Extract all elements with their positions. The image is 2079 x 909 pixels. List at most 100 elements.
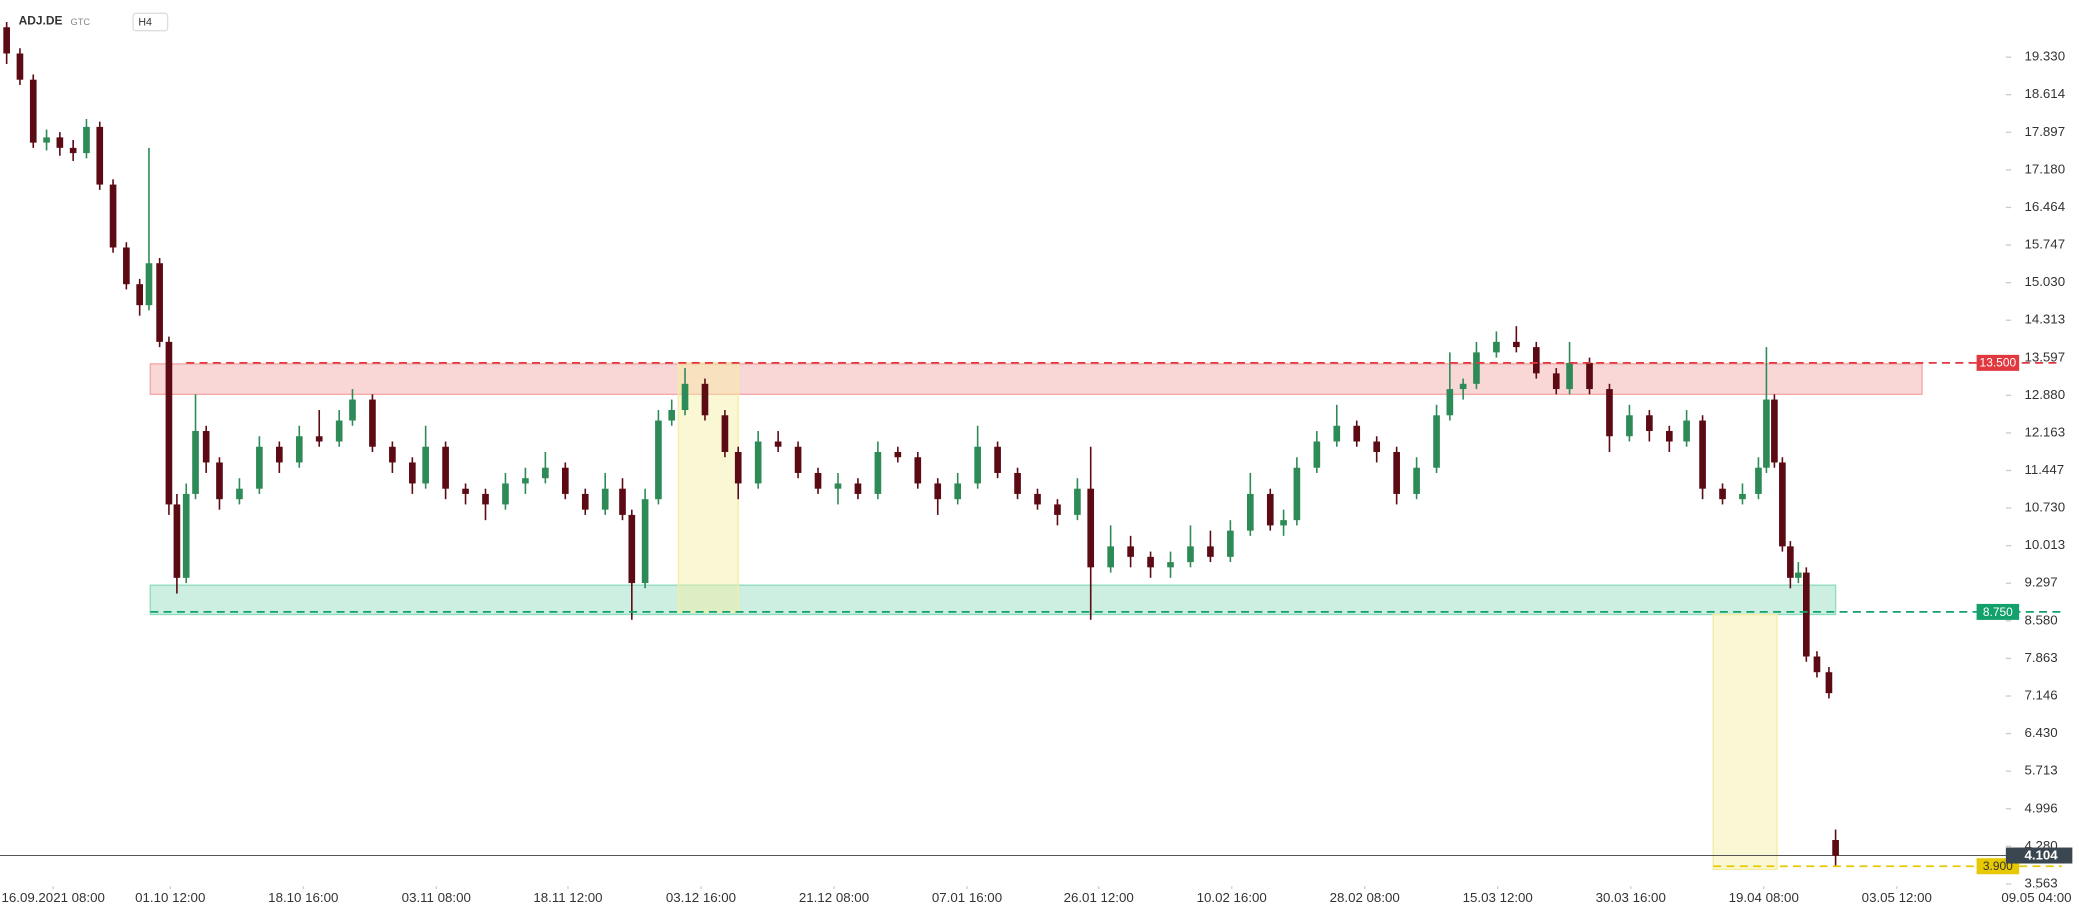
candle-body <box>83 126 90 154</box>
x-tick-label: 01.10 12:00 <box>135 890 205 905</box>
candle-body <box>1446 389 1454 416</box>
y-tick-label: 6.430 <box>2024 725 2057 740</box>
candle-body <box>1739 493 1746 500</box>
zone <box>1712 613 1778 871</box>
y-tick-label: 5.713 <box>2024 763 2057 778</box>
candle-body <box>335 420 343 442</box>
y-tick-label: 18.614 <box>2024 86 2065 101</box>
candle-body <box>16 53 24 80</box>
x-tick-label: 18.10 16:00 <box>268 890 338 905</box>
timeframe-box[interactable] <box>132 12 169 32</box>
candle-body <box>276 446 283 463</box>
last-price-label: 4.104 <box>2024 848 2058 863</box>
candle-body <box>3 27 10 54</box>
candle-body <box>1087 488 1095 568</box>
candle-body <box>1034 493 1041 505</box>
y-tick-label: 10.730 <box>2024 500 2065 515</box>
candle-body <box>774 441 782 447</box>
y-tick-label: 12.880 <box>2024 387 2065 402</box>
candle-body <box>1771 399 1778 463</box>
x-tick-label: 03.05 12:00 <box>1862 890 1932 905</box>
candle-body <box>422 446 429 484</box>
y-tick-label: 17.180 <box>2024 161 2065 176</box>
level-label: 3.900 <box>1983 859 2013 873</box>
candle-body <box>1513 341 1520 348</box>
candle-body <box>173 504 181 578</box>
candle-body <box>628 514 636 584</box>
candle-body <box>681 383 689 411</box>
candle-body <box>1473 352 1480 384</box>
candle-body <box>914 457 922 484</box>
candle-body <box>1373 441 1381 452</box>
candle-body <box>1293 467 1301 521</box>
candle-body <box>462 488 469 494</box>
zone <box>149 363 1923 395</box>
candle-body <box>482 493 489 505</box>
x-tick-label: 21.12 08:00 <box>799 890 869 905</box>
candle-body <box>1795 572 1802 578</box>
candle-body <box>1266 493 1274 526</box>
candle-body <box>874 451 882 494</box>
order-type[interactable]: GTC <box>70 17 90 27</box>
candle-body <box>721 415 729 452</box>
candle-body <box>542 467 549 479</box>
candle-body <box>1552 373 1560 390</box>
candle-body <box>655 420 662 500</box>
x-tick-label: 26.01 12:00 <box>1064 890 1134 905</box>
candle-body <box>182 493 190 578</box>
level-tag <box>1976 354 2020 371</box>
candle-body <box>389 446 396 463</box>
candle-body <box>668 410 676 421</box>
candle-body <box>1787 546 1794 578</box>
y-tick-label: 4.996 <box>2024 800 2057 815</box>
candle-body <box>256 446 263 489</box>
candle-body <box>123 247 130 285</box>
candle-body <box>1566 362 1573 390</box>
candle-body <box>641 499 649 584</box>
x-tick-label: 18.11 12:00 <box>533 890 602 905</box>
y-tick-label: 8.580 <box>2024 612 2057 627</box>
candle-body <box>1167 562 1174 568</box>
level-label: 8.750 <box>1983 605 2013 619</box>
candle-body <box>29 79 37 143</box>
symbol[interactable]: ADJ.DE <box>19 13 63 27</box>
y-tick-label: 13.597 <box>2024 349 2065 364</box>
y-tick-label: 15.030 <box>2024 274 2065 289</box>
candle-body <box>894 451 902 458</box>
candle-body <box>794 446 802 473</box>
candle-body <box>1719 488 1726 500</box>
candle-body <box>202 431 210 463</box>
candle-body <box>1779 462 1786 547</box>
candle-body <box>1127 546 1134 557</box>
candle-body <box>854 483 862 494</box>
x-tick-label: 15.03 12:00 <box>1463 890 1533 905</box>
candle-body <box>1802 572 1810 657</box>
x-tick-label: 28.02 08:00 <box>1330 890 1400 905</box>
candle-body <box>192 431 199 494</box>
timeframe[interactable]: H4 <box>138 16 152 28</box>
candle-body <box>701 383 709 416</box>
candle-body <box>1646 415 1653 432</box>
candle-body <box>409 462 416 484</box>
candle-body <box>1014 472 1021 494</box>
candle-body <box>619 488 626 515</box>
candle-body <box>1187 546 1194 563</box>
candle-body <box>236 488 243 500</box>
x-tick-label: 03.11 08:00 <box>402 890 471 905</box>
candle-body <box>442 446 449 489</box>
candle-body <box>754 441 762 484</box>
candle-body <box>601 488 609 510</box>
candle-body <box>369 399 376 447</box>
y-tick-label: 3.563 <box>2024 875 2057 890</box>
candle-body <box>561 467 569 494</box>
candle-body <box>56 137 64 148</box>
y-tick-label: 9.297 <box>2024 575 2057 590</box>
x-tick-label: 07.01 16:00 <box>932 890 1002 905</box>
x-tick-label: 16.09.2021 08:00 <box>1 890 104 905</box>
candle-body <box>1813 656 1821 673</box>
candle-body <box>1665 431 1673 442</box>
y-tick-label: 7.146 <box>2024 688 2057 703</box>
candle-body <box>1763 399 1770 468</box>
candle-body <box>69 147 77 154</box>
